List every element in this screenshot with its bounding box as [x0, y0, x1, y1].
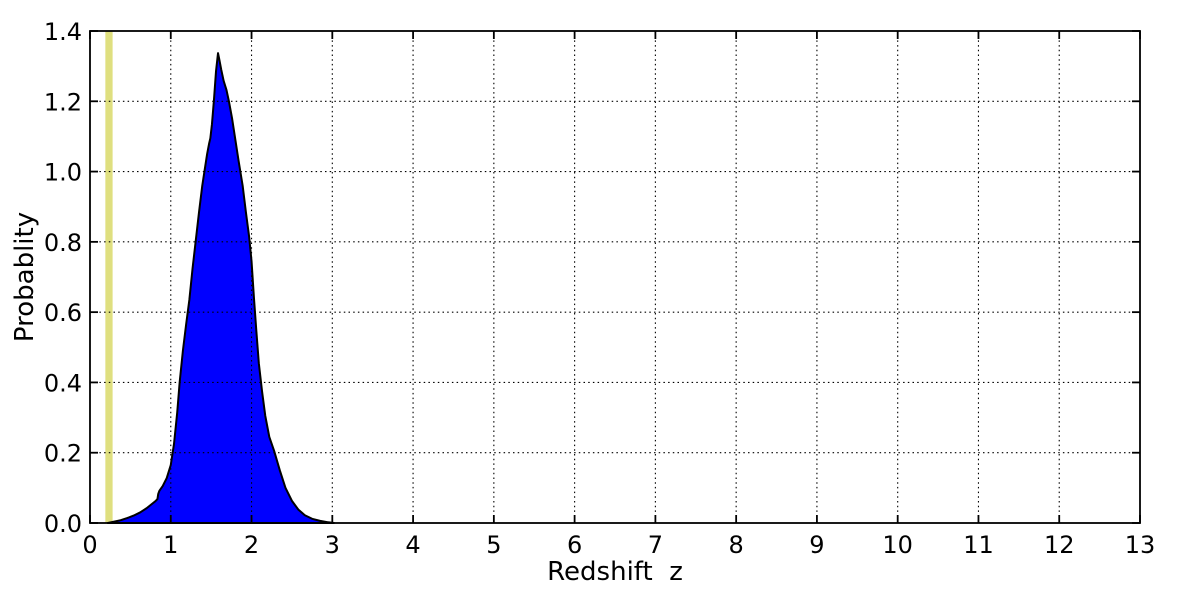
y-tick-label: 0.4 — [44, 369, 82, 397]
spectroscopic-redshift-band — [105, 31, 113, 523]
x-tick-label: 0 — [82, 531, 97, 559]
x-tick-label: 5 — [486, 531, 501, 559]
y-tick-label: 1.2 — [44, 88, 82, 116]
x-tick-label: 11 — [963, 531, 994, 559]
x-tick-label: 8 — [729, 531, 744, 559]
x-tick-label: 12 — [1044, 531, 1075, 559]
x-tick-label: 1 — [163, 531, 178, 559]
x-tick-label: 7 — [648, 531, 663, 559]
x-tick-label: 6 — [567, 531, 582, 559]
spines — [89, 30, 1141, 524]
x-tick-label: 3 — [325, 531, 340, 559]
x-tick-labels: 0 1 2 3 4 5 6 7 8 9 10 11 12 13 — [82, 531, 1155, 559]
plot-border — [89, 30, 1141, 524]
highlight-band-layer — [105, 31, 113, 523]
x-tick-label: 10 — [882, 531, 913, 559]
x-tick-label: 2 — [244, 531, 259, 559]
y-tick-label: 1.4 — [44, 18, 82, 46]
data-series-layer — [106, 52, 335, 524]
redshift-probability-density — [106, 52, 335, 524]
x-tick-label: 13 — [1125, 531, 1156, 559]
y-tick-label: 0.6 — [44, 299, 82, 327]
y-tick-label: 0.8 — [44, 229, 82, 257]
y-tick-label: 0.0 — [44, 510, 82, 538]
y-tick-label: 1.0 — [44, 159, 82, 187]
y-tick-label: 0.2 — [44, 440, 82, 468]
x-tick-label: 9 — [809, 531, 824, 559]
x-tick-label: 4 — [405, 531, 420, 559]
y-tick-labels: 0.0 0.2 0.4 0.6 0.8 1.0 1.2 1.4 — [44, 18, 82, 538]
